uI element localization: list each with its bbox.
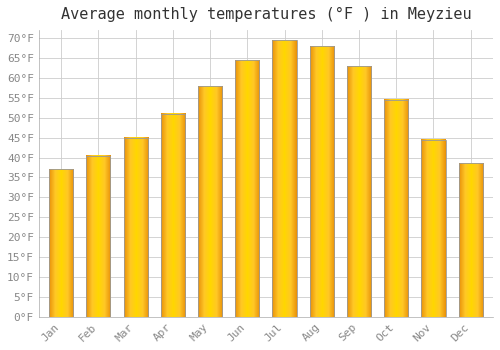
Bar (124, 138, 148, 317)
Bar (86, 155, 110, 317)
Bar (160, 114, 185, 317)
Bar (458, 163, 483, 317)
Bar (347, 66, 371, 317)
Bar (310, 46, 334, 317)
Bar (422, 140, 446, 317)
Bar (384, 100, 408, 317)
Bar (198, 86, 222, 317)
Bar (272, 40, 296, 317)
Bar (235, 60, 260, 317)
Title: Average monthly temperatures (°F ) in Meyzieu: Average monthly temperatures (°F ) in Me… (60, 7, 471, 22)
Bar (49, 169, 73, 317)
